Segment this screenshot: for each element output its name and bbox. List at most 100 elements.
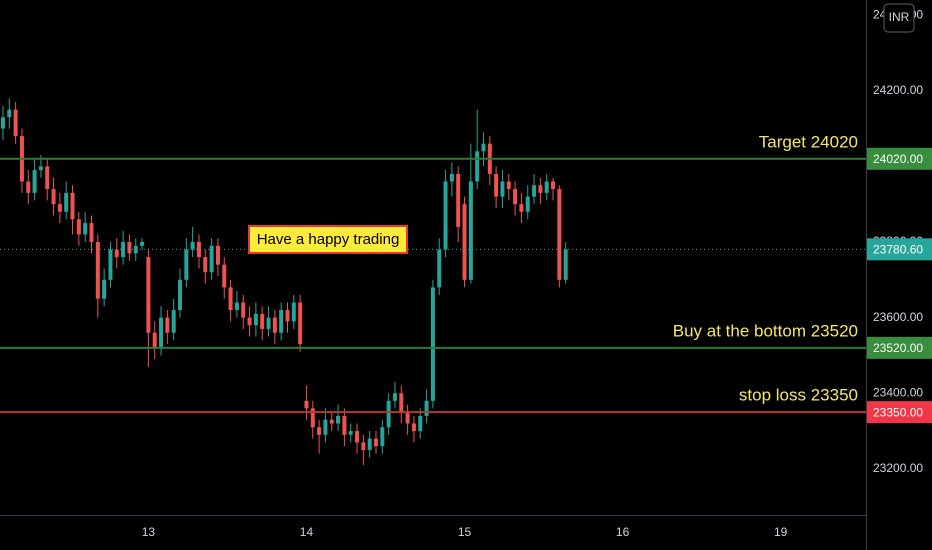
candle-body xyxy=(557,189,562,280)
candle-body xyxy=(367,438,372,450)
candle-body xyxy=(430,287,435,401)
candle-body xyxy=(146,257,151,333)
candle-body xyxy=(76,219,81,235)
candle-body xyxy=(336,415,341,424)
y-tick-label: 24200.00 xyxy=(873,83,923,97)
level-price-label: 24020.00 xyxy=(873,152,923,166)
level-price-label: 23350.00 xyxy=(873,405,923,419)
candle-body xyxy=(456,173,461,227)
y-tick-label: 23200.00 xyxy=(873,461,923,475)
candle-body xyxy=(329,419,334,424)
candle-body xyxy=(196,241,201,258)
x-tick-label: 15 xyxy=(458,525,472,539)
candle-body xyxy=(386,400,391,428)
annotation-text: Have a happy trading xyxy=(257,231,400,248)
candle-body xyxy=(108,249,113,280)
candle-body xyxy=(272,317,277,333)
candle-body xyxy=(494,173,499,197)
candle-body xyxy=(468,181,473,280)
candle-body xyxy=(538,185,543,193)
level-text: stop loss 23350 xyxy=(739,386,858,405)
candle-body xyxy=(222,264,227,288)
candle-body xyxy=(247,317,252,326)
x-tick-label: 19 xyxy=(774,525,788,539)
candle-body xyxy=(0,117,5,129)
candle-body xyxy=(127,241,132,254)
candle-body xyxy=(165,317,170,333)
annotation-box xyxy=(248,225,408,254)
level-price-box xyxy=(867,336,932,359)
candle-body xyxy=(544,181,549,193)
candle-body xyxy=(424,400,429,416)
x-tick-label: 14 xyxy=(300,525,314,539)
candle-body xyxy=(171,310,176,333)
candle-body xyxy=(32,170,37,193)
candle-body xyxy=(241,302,246,318)
candle-body xyxy=(57,204,62,212)
candle-body xyxy=(7,109,12,118)
level-price-box xyxy=(867,401,932,424)
candle-body xyxy=(70,192,75,220)
overlay: Have a happy trading xyxy=(248,225,408,254)
candle-body xyxy=(323,419,328,435)
candle-body xyxy=(380,427,385,447)
candle-body xyxy=(234,302,239,311)
candle-body xyxy=(121,241,126,258)
candle-body xyxy=(190,241,195,250)
candle-body xyxy=(184,249,189,280)
candle-body xyxy=(102,279,107,299)
candle-body xyxy=(355,431,360,443)
candle-body xyxy=(304,400,309,409)
candle-body xyxy=(26,181,31,193)
currency-badge: INR xyxy=(883,3,915,33)
x-tick-label: 13 xyxy=(142,525,156,539)
currency-label: INR xyxy=(889,10,910,24)
level-price-box xyxy=(867,147,932,170)
candle-body xyxy=(83,223,88,235)
candle-body xyxy=(500,181,505,197)
candle-body xyxy=(449,173,454,182)
last-price-box xyxy=(867,238,932,261)
level-price-label: 23520.00 xyxy=(873,341,923,355)
candle-body xyxy=(114,249,119,258)
candle-body xyxy=(342,415,347,435)
candle-body xyxy=(399,393,404,413)
currency-box xyxy=(883,3,915,33)
candle-body xyxy=(253,313,258,326)
level-text: Buy at the bottom 23520 xyxy=(673,321,858,340)
candle-body xyxy=(551,181,556,190)
candle-body xyxy=(89,223,94,242)
candle-body xyxy=(13,109,18,137)
candle-body xyxy=(178,279,183,311)
candle-body xyxy=(285,310,290,322)
candle-body xyxy=(525,196,530,212)
candle-body xyxy=(64,192,69,212)
candle-body xyxy=(348,431,353,435)
candle-body xyxy=(133,245,138,254)
candle-body xyxy=(203,257,208,273)
candle-body xyxy=(405,412,410,424)
candle-body xyxy=(279,310,284,333)
candle-body xyxy=(140,241,145,246)
candle-body xyxy=(95,241,100,299)
candle-body xyxy=(443,181,448,250)
candle-body xyxy=(506,181,511,190)
candle-body xyxy=(38,166,43,171)
candle-body xyxy=(152,332,157,348)
candle-body xyxy=(260,313,265,329)
candle-body xyxy=(513,189,518,205)
y-tick-label: 23400.00 xyxy=(873,385,923,399)
candle-body xyxy=(411,423,416,432)
candle-body xyxy=(209,245,214,273)
candle-body xyxy=(266,317,271,329)
last-price-label: 23780.60 xyxy=(873,243,923,257)
candle-body xyxy=(475,151,480,182)
candle-body xyxy=(317,427,322,435)
candle-body xyxy=(563,249,568,280)
candle-body xyxy=(310,408,315,428)
candle-body xyxy=(418,415,423,432)
candle-body xyxy=(159,317,164,348)
candle-body xyxy=(51,189,56,205)
candle-body xyxy=(392,393,397,401)
